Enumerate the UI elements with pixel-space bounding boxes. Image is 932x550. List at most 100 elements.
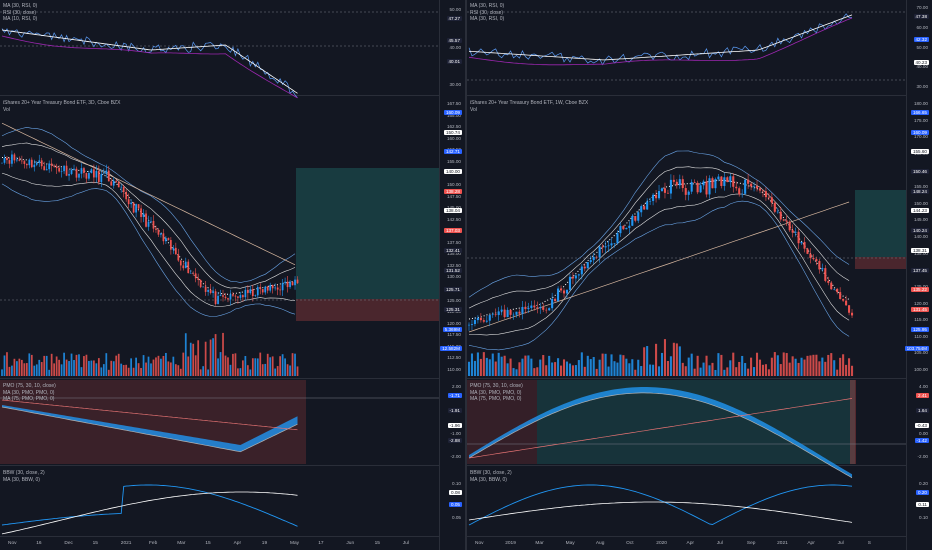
- volume-bar: [70, 353, 73, 376]
- candle-body: [177, 254, 180, 261]
- candle-body: [294, 279, 296, 286]
- candle-body: [506, 309, 509, 318]
- price-label-tag: 103.754M: [904, 346, 929, 352]
- volume-bar: [788, 362, 791, 376]
- right-price-axis[interactable]: 70.00 60.00 50.00 40.00 30.00 47.38 42.32 40.23…: [904, 0, 932, 550]
- candle-body: [812, 257, 815, 260]
- candle-body: [782, 219, 785, 221]
- price-scale-tick: 0.10: [452, 481, 461, 486]
- symbol-title[interactable]: iShares 20+ Year Treasury Bond ETF, 3D, …: [3, 100, 121, 106]
- right-chart-canvas[interactable]: [467, 0, 932, 550]
- candle-body: [88, 172, 90, 179]
- candle-body: [18, 159, 21, 161]
- left-time-axis[interactable]: Nov 16 Dec 15 2021 Feb Mar 15 Apr 19 May 17 Jun 15 Jul: [0, 536, 439, 550]
- price-label-tag: 2.41: [916, 393, 929, 398]
- volume-bar: [708, 365, 711, 376]
- candle-body: [557, 288, 560, 302]
- candle-body: [8, 160, 11, 164]
- candle-body: [619, 225, 622, 234]
- candle-body: [30, 159, 33, 168]
- candle-body: [467, 324, 471, 326]
- candle-body: [542, 307, 545, 310]
- candle-body: [539, 307, 542, 309]
- legend-line: MA (30, RSI, 0): [3, 3, 38, 9]
- candle-body: [160, 233, 162, 235]
- candle-body: [162, 233, 165, 242]
- volume-bar: [289, 365, 291, 376]
- rsi-ma-fast: [468, 14, 853, 61]
- price-scale-tick: 135.00: [446, 251, 461, 257]
- volume-bar: [23, 363, 26, 376]
- volume-bar: [607, 366, 610, 376]
- candle-body: [115, 180, 118, 182]
- price-scale-tick: 70.00: [916, 5, 929, 10]
- candle-body: [246, 289, 249, 294]
- volume-bar: [530, 358, 533, 376]
- volume-bar: [160, 358, 162, 376]
- volume-bar: [601, 353, 604, 376]
- candle-body: [776, 211, 779, 213]
- candle-body: [666, 192, 669, 194]
- volume-bar: [55, 356, 58, 376]
- volume-bar: [568, 363, 571, 376]
- symbol-title[interactable]: iShares 20+ Year Treasury Bond ETF, 1W, …: [470, 100, 589, 106]
- volume-bar: [30, 354, 33, 376]
- candle-body: [714, 179, 717, 189]
- right-chart[interactable]: MA (30, RSI, 0) RSI (30, close) MA (30, …: [467, 0, 932, 550]
- volume-bar: [266, 353, 269, 376]
- candle-body: [741, 193, 744, 195]
- candle-body: [184, 261, 187, 269]
- price-label-tag: 42.32: [913, 37, 929, 42]
- volume-bar: [699, 367, 702, 376]
- price-label-tag: -0.43: [914, 423, 929, 428]
- volume-bar: [78, 354, 80, 376]
- rsi-line: [468, 13, 853, 66]
- right-time-axis[interactable]: Nov 2019 Mar May Aug Oct 2020 Apr Jul Sep 2021 Apr J…: [467, 536, 906, 550]
- left-chart[interactable]: MA (30, RSI, 0) RSI (30, close) MA (10, …: [0, 0, 465, 550]
- volume-bar: [622, 355, 625, 376]
- price-scale-tick: 165.00: [446, 112, 461, 118]
- volume-bar: [187, 356, 190, 376]
- volume-bar: [237, 368, 239, 376]
- candle-body: [11, 154, 13, 164]
- chart-divider[interactable]: [465, 0, 467, 550]
- volume-bar: [494, 361, 497, 376]
- bbw-ma: [1, 491, 298, 535]
- volume-bar: [269, 357, 272, 376]
- pane-separator: [0, 95, 465, 96]
- price-scale-tick: 0.00: [919, 430, 928, 436]
- pmo-signal: [468, 392, 853, 479]
- candle-body: [830, 282, 833, 290]
- legend-line: RSI (30, close): [3, 9, 37, 16]
- volume-bar: [1, 369, 3, 376]
- time-axis-tick: May: [565, 541, 575, 546]
- volume-bar: [112, 361, 115, 376]
- left-chart-canvas[interactable]: [0, 0, 465, 550]
- legend-line: PMO (75, 30, 10, close): [470, 383, 523, 389]
- candle-body: [284, 281, 286, 284]
- candle-body: [120, 186, 123, 188]
- price-label-tag: 148.24: [910, 188, 929, 194]
- candle-body: [850, 312, 854, 316]
- moving-average-long: [1, 122, 296, 266]
- volume-bar: [770, 357, 773, 376]
- price-scale-tick: 140.00: [913, 234, 928, 239]
- bbw-ma: [468, 501, 853, 523]
- volume-bar: [634, 369, 637, 376]
- candle-body: [755, 186, 759, 189]
- volume-bar: [132, 367, 135, 376]
- volume-bar: [815, 354, 818, 376]
- volume-bar: [239, 368, 242, 376]
- price-scale-tick: 4.00: [919, 384, 928, 389]
- candle-body: [117, 181, 120, 188]
- volume-bar: [53, 363, 56, 376]
- candle-body: [105, 170, 108, 174]
- candle-body: [482, 320, 485, 322]
- volume-bar: [75, 354, 78, 376]
- price-scale-tick: 105.00: [913, 350, 928, 356]
- price-scale-tick: 155.00: [446, 158, 461, 164]
- time-axis-tick: 15: [205, 541, 211, 546]
- price-scale-tick: 175.00: [913, 117, 928, 123]
- left-price-axis[interactable]: 50.00 40.00 30.00 47.27 45.57 40.01 167.50 165.…: [439, 0, 465, 550]
- candle-body: [503, 309, 506, 318]
